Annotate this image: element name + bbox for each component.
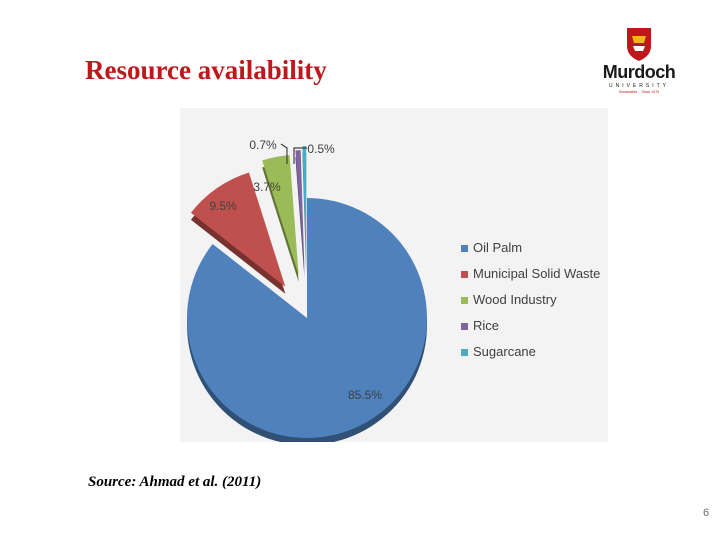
data-label-rice: 0.7% <box>249 138 277 152</box>
legend-label-sugarcane: Sugarcane <box>473 344 536 359</box>
data-label-wood-industry: 3.7% <box>253 180 281 194</box>
legend-label-wood-industry: Wood Industry <box>473 292 557 307</box>
legend-label-rice: Rice <box>473 318 499 333</box>
pie-chart: 85.5% 9.5% 3.7% 0.7% 0.5% Oil Palm Municipal S… <box>180 108 608 442</box>
legend-swatch-oil-palm <box>461 245 468 252</box>
shield-icon <box>627 28 651 61</box>
legend-swatch-rice <box>461 323 468 330</box>
legend-swatch-municipal-solid-waste <box>461 271 468 278</box>
pie-slice-depth-rice <box>295 157 305 278</box>
leader-line-rice <box>280 143 288 164</box>
legend-swatch-sugarcane <box>461 349 468 356</box>
logo-subtitle: UNIVERSITY <box>608 83 669 89</box>
data-label-oil-palm: 85.5% <box>348 388 382 402</box>
logo-tagline: Sustainable… Since 1975 <box>618 90 660 94</box>
source-citation: Source: Ahmad et al. (2011) <box>88 474 262 490</box>
legend-swatch-wood-industry <box>461 297 468 304</box>
university-logo: Murdoch UNIVERSITY Sustainable… Since 19… <box>598 26 680 96</box>
leader-line-sugarcane <box>293 147 307 164</box>
pie-slice-wood-industry <box>262 155 299 275</box>
pie-slice-oil-palm <box>187 198 427 438</box>
data-label-sugarcane: 0.5% <box>307 142 335 156</box>
legend-label-municipal-solid-waste: Municipal Solid Waste <box>473 266 600 281</box>
pie-slice-sugarcane <box>302 146 307 267</box>
pie-slice-municipal-solid-waste <box>190 172 286 287</box>
legend-label-oil-palm: Oil Palm <box>473 240 522 255</box>
pie-slice-rice <box>295 150 305 271</box>
page-number: 6 <box>703 507 710 519</box>
slide-title: Resource availability <box>85 55 327 85</box>
pie-chart-svg: 85.5% 9.5% 3.7% 0.7% 0.5% Oil Palm Municipal S… <box>187 138 600 442</box>
logo-wordmark: Murdoch <box>602 62 676 82</box>
data-label-municipal-solid-waste: 9.5% <box>209 199 237 213</box>
